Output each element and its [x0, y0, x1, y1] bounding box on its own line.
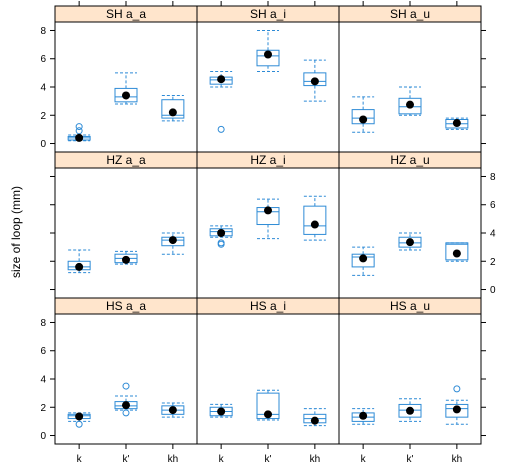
box-k	[351, 253, 375, 268]
y-axis-label: size of loop (mm)	[9, 186, 23, 278]
y-tick-label: 4	[490, 229, 496, 240]
panel-frame	[196, 21, 340, 153]
box-k'	[256, 392, 280, 420]
mean-point	[75, 262, 84, 271]
panel-strip-label: SH a_i	[250, 7, 286, 21]
y-tick-label: 8	[40, 318, 46, 329]
y-tick-label: 0	[40, 431, 46, 442]
box-kh	[161, 99, 185, 119]
y-tick-label: 2	[40, 111, 46, 122]
mean-point	[217, 229, 226, 237]
panel-frame	[338, 313, 482, 445]
panel-strip-label: HS a_i	[250, 299, 286, 313]
outlier-point	[217, 125, 225, 133]
mean-point	[122, 401, 130, 410]
outlier-point	[217, 239, 225, 247]
y-tick-label: 6	[490, 200, 496, 211]
outlier-point	[122, 409, 130, 417]
mean-point	[217, 407, 226, 416]
box-k'	[398, 236, 422, 248]
box-k'	[398, 97, 422, 115]
mean-point	[406, 406, 414, 415]
y-tick-label: 4	[40, 375, 46, 386]
mean-point	[452, 249, 461, 258]
x-tick-label: kh	[452, 454, 463, 463]
mean-point	[75, 133, 84, 142]
y-tick-label: 8	[40, 26, 46, 37]
mean-point	[452, 119, 461, 128]
mean-point	[359, 411, 368, 420]
outlier-point	[75, 123, 83, 131]
mean-point	[406, 238, 414, 247]
mean-point	[168, 236, 177, 245]
panel-strip-label: SH a_u	[390, 7, 430, 21]
mean-point	[359, 115, 368, 124]
panel-strip-label: SH a_a	[106, 7, 146, 21]
mean-point	[122, 91, 130, 100]
outlier-point	[453, 385, 461, 393]
box-kh	[303, 72, 327, 87]
mean-point	[310, 220, 319, 229]
panel-strip-label: HS a_a	[106, 299, 146, 313]
x-tick-label: k'	[407, 454, 414, 463]
x-tick-label: k	[361, 454, 367, 463]
mean-point	[264, 50, 272, 59]
box-k	[351, 109, 375, 125]
panel-frame	[196, 313, 340, 445]
y-tick-label: 4	[40, 83, 46, 94]
y-tick-label: 6	[40, 346, 46, 357]
y-tick-label: 0	[490, 285, 496, 296]
x-tick-label: kh	[310, 454, 321, 463]
x-tick-label: k	[77, 454, 83, 463]
panel-strip-label: HS a_u	[390, 299, 430, 313]
panel-strip-label: HZ a_a	[106, 153, 146, 167]
y-tick-label: 2	[490, 257, 496, 268]
box-kh	[445, 403, 469, 418]
outlier-point	[75, 420, 83, 428]
mean-point	[359, 254, 368, 263]
x-tick-label: k'	[265, 454, 272, 463]
x-tick-label: kh	[168, 454, 179, 463]
box-kh	[303, 205, 327, 235]
mean-point	[168, 406, 177, 415]
mean-point	[264, 206, 272, 215]
box-k'	[398, 403, 422, 418]
mean-point	[122, 255, 130, 264]
mean-point	[452, 405, 461, 414]
box-k'	[114, 87, 138, 103]
x-tick-label: k'	[123, 454, 130, 463]
panel-frame	[54, 167, 198, 299]
mean-point	[217, 75, 226, 84]
y-tick-label: 0	[40, 139, 46, 150]
y-tick-label: 2	[40, 403, 46, 414]
panel-strip-label: HZ a_i	[250, 153, 285, 167]
y-tick-label: 6	[40, 54, 46, 65]
x-tick-label: k	[219, 454, 225, 463]
mean-point	[406, 100, 414, 109]
mean-point	[75, 412, 84, 421]
outlier-point	[75, 127, 83, 135]
mean-point	[168, 108, 177, 117]
box-k'	[256, 49, 280, 67]
panel-strip-label: HZ a_u	[390, 153, 429, 167]
mean-point	[310, 77, 319, 86]
mean-point	[310, 416, 319, 425]
box-kh	[445, 242, 469, 261]
mean-point	[264, 410, 272, 419]
outlier-point	[122, 382, 130, 390]
y-tick-label: 8	[490, 172, 496, 183]
